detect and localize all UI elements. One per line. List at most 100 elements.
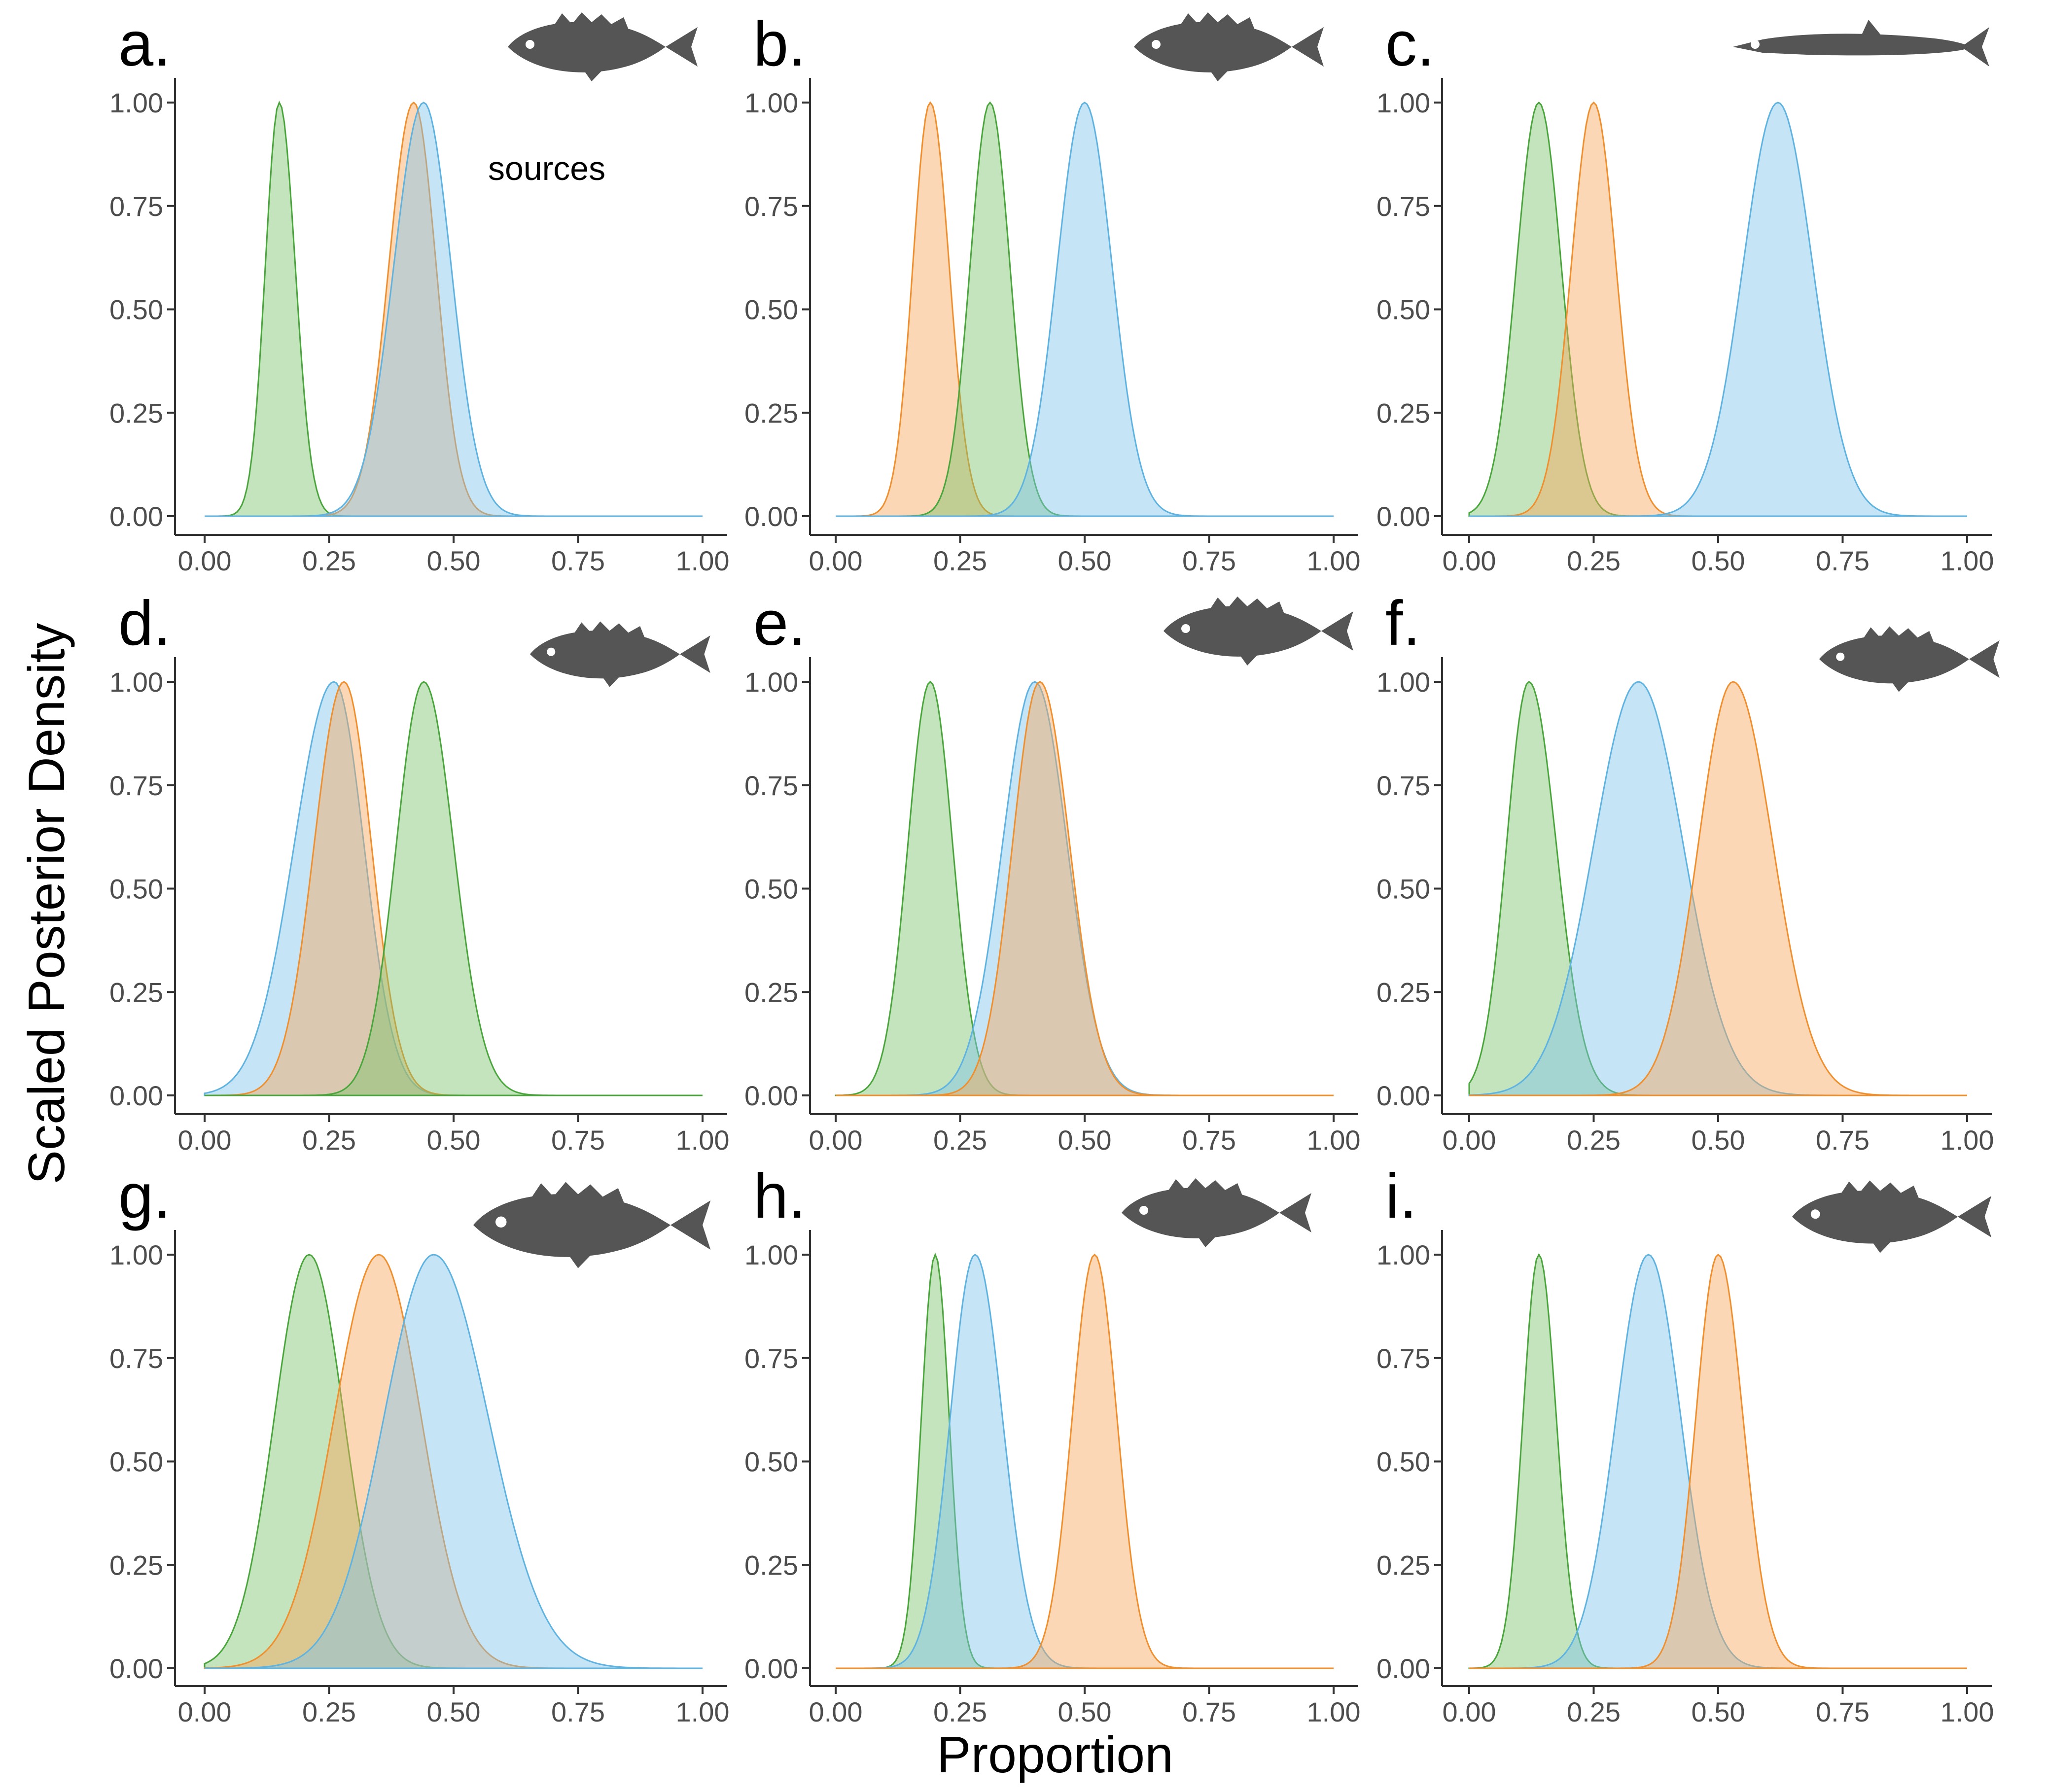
y-tick-label: 0.00 (744, 501, 798, 532)
x-tick-label: 0.75 (551, 1696, 605, 1727)
x-tick-label: 0.50 (1058, 1124, 1112, 1156)
y-tick-label: 0.50 (1376, 874, 1430, 905)
y-tick-label: 0.25 (744, 397, 798, 428)
panel-label: f. (1385, 588, 1420, 659)
y-tick-label: 0.00 (109, 501, 163, 532)
grouper-fish-icon (473, 1182, 711, 1268)
y-tick-label: 0.75 (109, 770, 163, 801)
x-axis-title: Proportion (937, 1726, 1173, 1784)
x-tick-label: 0.25 (302, 1696, 356, 1727)
x-tick-label: 0.75 (551, 1124, 605, 1156)
y-tick-label: 0.75 (1376, 191, 1430, 222)
density-area-blue (1469, 102, 1967, 517)
x-tick-label: 0.00 (1443, 1696, 1496, 1727)
x-tick-label: 0.50 (1692, 1124, 1745, 1156)
y-tick-label: 0.00 (1376, 1653, 1430, 1684)
density-area-orange (1469, 681, 1967, 1096)
y-tick-label: 1.00 (1376, 1239, 1430, 1270)
density-area-orange (1469, 1253, 1967, 1669)
x-tick-label: 0.50 (427, 545, 481, 576)
x-tick-label: 0.75 (1816, 1124, 1870, 1156)
squirrelfish-icon (530, 621, 710, 687)
y-tick-label: 0.00 (744, 1653, 798, 1684)
panel-c: 0.00 0.25 0.50 0.75 1.00 0.00 0.25 0.50 0.75 1.00… (1376, 9, 1994, 576)
y-tick-label: 0.25 (1376, 977, 1430, 1008)
x-tick-label: 0.00 (809, 1124, 863, 1156)
density-area-orange (836, 1253, 1334, 1669)
x-tick-label: 0.50 (1692, 545, 1745, 576)
panel-d: 0.00 0.25 0.50 0.75 1.00 0.00 0.25 0.50 0.75 1.00… (109, 588, 730, 1156)
x-tick-label: 0.25 (933, 545, 987, 576)
y-tick-label: 0.50 (744, 294, 798, 325)
x-tick-label: 0.00 (809, 1696, 863, 1727)
panels-group: 0.00 0.25 0.50 0.75 1.00 0.00 0.25 0.50 0.75 1.00… (109, 9, 2000, 1727)
x-tick-label: 1.00 (1940, 1124, 1994, 1156)
x-tick-label: 1.00 (1307, 1696, 1361, 1727)
panel-label: a. (118, 9, 171, 79)
x-tick-label: 0.75 (1182, 545, 1236, 576)
y-tick-label: 0.75 (744, 770, 798, 801)
y-tick-label: 1.00 (744, 1239, 798, 1270)
y-axis-title: Scaled Posterior Density (18, 623, 75, 1185)
y-tick-label: 1.00 (109, 87, 163, 118)
y-tick-label: 0.50 (109, 1446, 163, 1477)
y-tick-label: 1.00 (1376, 87, 1430, 118)
panel-label: b. (753, 9, 806, 79)
x-tick-label: 0.25 (302, 1124, 356, 1156)
density-area-blue (205, 1254, 703, 1669)
y-tick-label: 0.25 (1376, 397, 1430, 428)
panel-label: g. (118, 1161, 171, 1231)
y-tick-label: 1.00 (109, 1239, 163, 1270)
y-tick-label: 0.00 (109, 1080, 163, 1111)
panel-b: 0.00 0.25 0.50 0.75 1.00 0.00 0.25 0.50 0.75 1.00… (744, 9, 1361, 576)
density-area-orange (836, 681, 1334, 1096)
barracuda-fish-icon (1733, 20, 1989, 67)
y-tick-label: 0.25 (744, 1549, 798, 1581)
panel-h: 0.00 0.25 0.50 0.75 1.00 0.00 0.25 0.50 0.75 1.00… (744, 1161, 1361, 1727)
striped-grunt-fish-icon (1792, 1180, 1992, 1253)
y-tick-label: 0.25 (744, 977, 798, 1008)
porgy-fish-icon (1122, 1178, 1311, 1247)
panel-e: 0.00 0.25 0.50 0.75 1.00 0.00 0.25 0.50 0.75 1.00… (744, 588, 1361, 1156)
density-area-green (205, 681, 703, 1096)
y-tick-label: 0.50 (109, 294, 163, 325)
y-tick-label: 0.50 (109, 874, 163, 905)
y-tick-label: 0.00 (1376, 501, 1430, 532)
x-tick-label: 1.00 (1307, 545, 1361, 576)
y-tick-label: 0.25 (109, 977, 163, 1008)
y-tick-label: 0.75 (109, 1343, 163, 1374)
panel-label: d. (118, 588, 171, 659)
legend-label: sources (488, 150, 605, 187)
x-tick-label: 0.75 (1182, 1124, 1236, 1156)
x-tick-label: 0.25 (1567, 545, 1621, 576)
y-tick-label: 1.00 (109, 667, 163, 698)
panel-i: 0.00 0.25 0.50 0.75 1.00 0.00 0.25 0.50 0.75 1.00… (1376, 1161, 1994, 1727)
panel-label: e. (753, 588, 806, 659)
x-tick-label: 1.00 (676, 545, 730, 576)
x-tick-label: 1.00 (676, 1696, 730, 1727)
y-tick-label: 0.25 (109, 1549, 163, 1581)
grunt-fish-icon (508, 12, 698, 81)
x-tick-label: 0.00 (178, 1696, 232, 1727)
y-tick-label: 1.00 (744, 87, 798, 118)
density-area-blue (836, 102, 1334, 517)
x-tick-label: 1.00 (1940, 545, 1994, 576)
y-tick-label: 0.75 (1376, 770, 1430, 801)
x-tick-label: 0.50 (1692, 1696, 1745, 1727)
x-tick-label: 0.50 (1058, 1696, 1112, 1727)
y-tick-label: 0.75 (1376, 1343, 1430, 1374)
y-tick-label: 0.00 (109, 1653, 163, 1684)
panel-a: 0.00 0.25 0.50 0.75 1.00 0.00 0.25 0.50 0.75 1.00… (109, 9, 730, 576)
hind-fish-icon (1819, 626, 2000, 692)
x-tick-label: 0.75 (1816, 1696, 1870, 1727)
x-tick-label: 0.50 (427, 1124, 481, 1156)
x-tick-label: 1.00 (1940, 1696, 1994, 1727)
density-area-blue (205, 102, 703, 517)
x-tick-label: 1.00 (676, 1124, 730, 1156)
x-tick-label: 0.00 (1443, 545, 1496, 576)
y-tick-label: 0.50 (744, 1446, 798, 1477)
panel-label: c. (1385, 9, 1435, 79)
y-tick-label: 0.00 (744, 1080, 798, 1111)
lionfish-icon (1164, 597, 1353, 666)
x-tick-label: 0.50 (1058, 545, 1112, 576)
